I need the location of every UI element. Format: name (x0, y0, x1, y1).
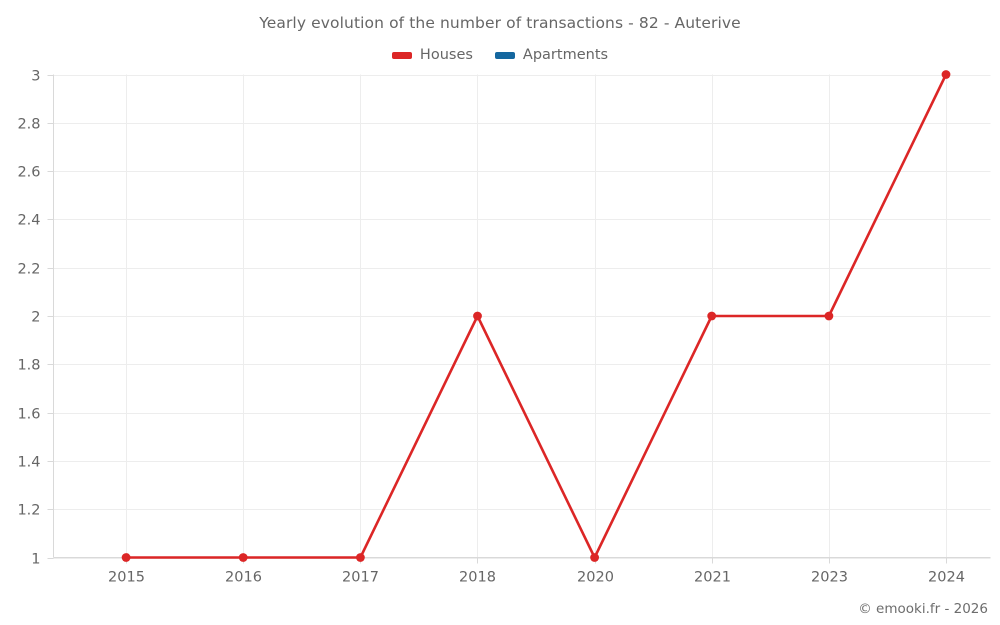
x-axis-tick-label: 2024 (928, 570, 965, 586)
y-axis-tick-label: 1.6 (17, 407, 40, 423)
y-axis-tick-label: 1.2 (17, 503, 40, 519)
copyright-credit: © emooki.fr - 2026 (858, 601, 988, 617)
y-axis-tick-label: 2.6 (17, 165, 40, 181)
series-line-houses (124, 73, 948, 559)
data-point-houses[interactable] (941, 70, 951, 79)
y-axis-tick-label: 2.2 (17, 262, 40, 278)
y-axis-tick-label: 1.8 (17, 358, 40, 374)
x-axis-tick-label: 2015 (108, 570, 145, 586)
y-axis-tick-label: 3 (31, 69, 40, 85)
legend-label-apartments: Apartments (522, 47, 609, 63)
y-axis-tick-label: 1 (31, 552, 40, 568)
data-point-houses[interactable] (473, 311, 482, 321)
x-axis-tick-label: 2020 (577, 570, 614, 586)
data-point-houses[interactable] (824, 311, 834, 321)
legend-item-houses[interactable]: Houses (391, 47, 473, 63)
y-axis-tick-label: 2.8 (17, 117, 40, 133)
y-axis-tick-label: 2.4 (17, 213, 40, 229)
x-axis-tick-label: 2023 (811, 570, 848, 586)
chart-legend: Houses Apartments (0, 45, 1000, 65)
x-axis-tick-label: 2016 (225, 570, 262, 586)
x-axis-tick-label: 2017 (342, 570, 379, 586)
data-point-houses[interactable] (590, 553, 599, 562)
data-point-houses[interactable] (238, 553, 248, 562)
y-axis-tick-label: 2 (31, 310, 40, 326)
legend-swatch-apartments (494, 51, 515, 59)
data-point-houses[interactable] (121, 553, 131, 562)
x-axis-tick-label: 2018 (459, 570, 496, 586)
data-point-houses[interactable] (356, 553, 365, 562)
data-point-houses[interactable] (707, 311, 717, 321)
y-axis-tick-label: 1.4 (17, 455, 40, 471)
legend-swatch-houses (391, 51, 412, 59)
legend-item-apartments[interactable]: Apartments (494, 47, 609, 63)
legend-label-houses: Houses (419, 47, 473, 63)
x-axis-tick-label: 2021 (694, 570, 731, 586)
chart-title: Yearly evolution of the number of transa… (259, 14, 741, 32)
